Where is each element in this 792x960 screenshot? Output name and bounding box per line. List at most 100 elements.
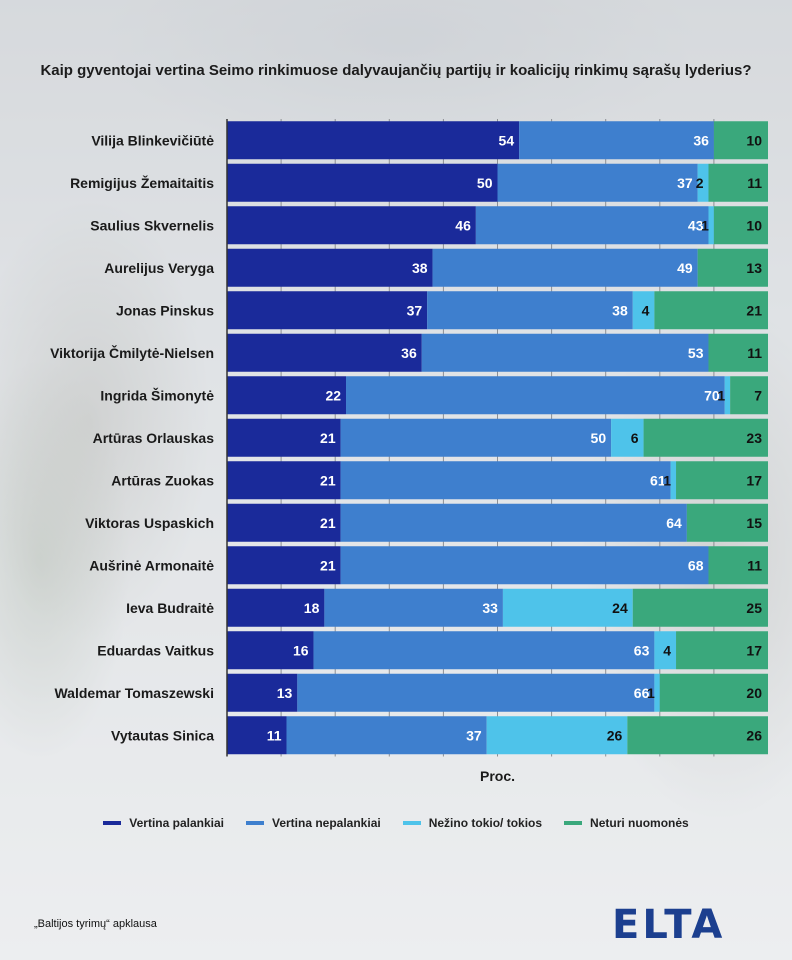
category-label: Aušrinė Armonaitė xyxy=(89,557,214,573)
category-label: Eduardas Vaitkus xyxy=(97,642,214,658)
bar-segment xyxy=(227,121,520,160)
bar-segment xyxy=(686,503,768,542)
legend-label: Vertina palankiai xyxy=(129,816,224,830)
bar-segment xyxy=(227,333,422,372)
bar-segment xyxy=(475,206,709,245)
legend-item: Nežino tokio/ tokios xyxy=(402,816,542,830)
bar-segment xyxy=(708,546,768,585)
bar-segment xyxy=(730,376,768,415)
data-label: 36 xyxy=(693,132,709,148)
data-label: 11 xyxy=(747,557,762,573)
elta-logo: ELTA xyxy=(612,902,726,948)
data-label: 17 xyxy=(746,642,762,658)
bar-segment xyxy=(427,291,633,330)
bar-segment xyxy=(286,716,487,755)
category-label: Ingrida Šimonytė xyxy=(100,386,214,403)
data-label: 38 xyxy=(412,260,428,276)
bar-segment xyxy=(708,163,768,202)
legend-swatch xyxy=(564,821,583,825)
data-label: 10 xyxy=(746,217,762,233)
data-label: 26 xyxy=(746,727,762,743)
legend-label: Vertina nepalankiai xyxy=(271,816,381,830)
data-label: 1 xyxy=(647,685,655,701)
source-note: „Baltijos tyrimų“ apklausa xyxy=(34,918,157,930)
bar-segment xyxy=(340,418,612,457)
data-label: 37 xyxy=(407,302,423,318)
stacked-bar-chart: Vilija Blinkevičiūtė 54 36 10 Remigijus Žema… xyxy=(50,119,768,784)
legend-item: Vertina nepalankiai xyxy=(245,816,381,830)
data-label: 18 xyxy=(304,600,320,616)
legend-item: Vertina palankiai xyxy=(103,816,224,830)
bar-segment xyxy=(486,716,628,755)
legend-swatch xyxy=(103,821,122,825)
data-label: 6 xyxy=(631,430,639,446)
bar-segment xyxy=(643,418,768,457)
data-label: 53 xyxy=(688,345,704,361)
bar-segment xyxy=(627,716,768,755)
data-label: 38 xyxy=(612,302,628,318)
bar-segment xyxy=(670,461,677,500)
data-label: 37 xyxy=(466,727,482,743)
bar-segment xyxy=(659,673,768,712)
category-label: Artūras Orlauskas xyxy=(93,430,215,446)
category-label: Viktoras Uspaskich xyxy=(85,515,214,531)
data-label: 50 xyxy=(591,430,607,446)
bar-segment xyxy=(632,291,655,330)
bar-segment xyxy=(697,163,709,202)
data-label: 21 xyxy=(320,557,336,573)
data-label: 64 xyxy=(666,515,682,531)
category-label: Remigijus Žemaitaitis xyxy=(70,174,214,191)
data-label: 46 xyxy=(455,217,471,233)
legend-swatch xyxy=(245,821,264,825)
bar-segment xyxy=(227,546,341,585)
bar-segment xyxy=(654,673,660,712)
data-label: 13 xyxy=(277,685,293,701)
bar-segment xyxy=(676,461,768,500)
category-label: Artūras Zuokas xyxy=(111,472,214,488)
legend-item: Neturi nuomonės xyxy=(564,816,689,830)
category-label: Viktorija Čmilytė-Nielsen xyxy=(50,344,214,361)
data-label: 23 xyxy=(746,430,762,446)
data-label: 24 xyxy=(612,600,628,616)
data-label: 4 xyxy=(663,642,671,658)
data-label: 54 xyxy=(499,132,515,148)
bar-segment xyxy=(421,333,709,372)
data-label: 36 xyxy=(401,345,417,361)
category-label: Vytautas Sinica xyxy=(111,727,214,743)
bar-segment xyxy=(227,631,314,670)
bar-segment xyxy=(346,376,725,415)
bar-segment xyxy=(227,673,298,712)
chart-legend: Vertina palankiai Vertina nepalankiai Neži… xyxy=(0,816,792,830)
bar-segment xyxy=(676,631,768,670)
data-label: 1 xyxy=(663,472,671,488)
data-label: 11 xyxy=(747,345,762,361)
bar-segment xyxy=(497,163,698,202)
bar-segment xyxy=(324,588,503,627)
bar-segment xyxy=(227,418,341,457)
category-label: Ieva Budraitė xyxy=(126,600,214,616)
bar-segment xyxy=(713,121,768,160)
bar-segment xyxy=(340,503,687,542)
data-label: 11 xyxy=(747,175,762,191)
bar-segment xyxy=(708,333,768,372)
data-label: 49 xyxy=(677,260,693,276)
bar-segment xyxy=(227,248,433,287)
data-label: 61 xyxy=(650,472,666,488)
bar-segment xyxy=(340,461,671,500)
data-label: 10 xyxy=(746,132,762,148)
data-label: 1 xyxy=(701,217,709,233)
legend-swatch xyxy=(402,821,421,825)
category-label: Jonas Pinskus xyxy=(116,302,214,318)
data-label: 7 xyxy=(754,387,762,403)
bar-segment xyxy=(227,163,498,202)
data-label: 16 xyxy=(293,642,309,658)
x-axis-label: Proc. xyxy=(480,768,515,784)
bar-segment xyxy=(227,206,476,245)
bar-segment xyxy=(297,673,655,712)
category-label: Waldemar Tomaszewski xyxy=(54,685,214,701)
legend-label: Neturi nuomonės xyxy=(590,816,689,830)
data-label: 68 xyxy=(688,557,704,573)
data-label: 25 xyxy=(746,600,762,616)
data-label: 13 xyxy=(746,260,762,276)
category-label: Saulius Skvernelis xyxy=(90,217,214,233)
